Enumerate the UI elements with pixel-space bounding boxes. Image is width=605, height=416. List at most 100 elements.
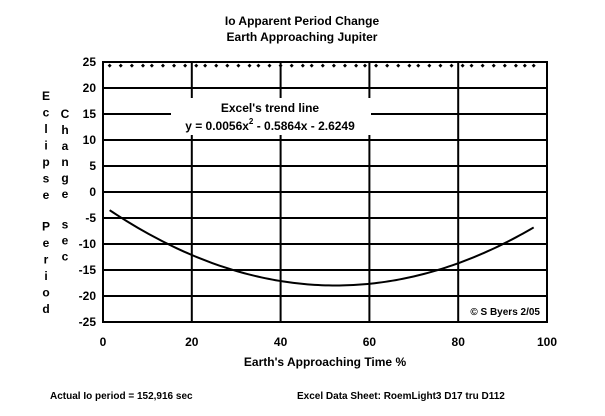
data-point [502, 63, 507, 68]
data-point [236, 63, 241, 68]
data-point [118, 63, 123, 68]
data-point [513, 63, 518, 68]
y-axis-label-char: d [42, 302, 49, 316]
data-point [140, 63, 145, 68]
y-axis-label-char: i [44, 269, 47, 283]
x-tick-label: 20 [185, 335, 199, 349]
y-axis-label-char: i [44, 139, 47, 153]
data-point [183, 63, 188, 68]
trend-equation-suffix: - 0.5864x - 2.6249 [253, 119, 355, 133]
footer-left: Actual Io period = 152,916 sec [50, 391, 193, 402]
trend-equation-exponent: 2 [249, 117, 254, 126]
data-point [342, 63, 347, 68]
data-point [247, 63, 252, 68]
copyright-text: © S Byers 2/05 [470, 307, 540, 318]
data-point [491, 63, 496, 68]
y-tick-label: 10 [83, 133, 97, 147]
data-point [160, 63, 165, 68]
y-axis-label-char: c [43, 106, 50, 120]
data-point [278, 63, 283, 68]
x-tick-label: 100 [537, 335, 557, 349]
data-point [203, 63, 208, 68]
y-axis-label-char: e [43, 188, 50, 202]
y-axis-label-char: o [42, 285, 49, 299]
data-point [320, 63, 325, 68]
data-point [396, 63, 401, 68]
data-point [107, 63, 112, 68]
footer-right: Excel Data Sheet: RoemLight3 D17 tru D11… [297, 391, 505, 402]
data-point [331, 63, 336, 68]
data-points [107, 63, 536, 68]
y-axis-label-char: g [61, 171, 68, 185]
data-point [385, 63, 390, 68]
trend-line [109, 209, 535, 287]
y-tick-label: -20 [79, 289, 97, 303]
data-point [522, 63, 527, 68]
y-tick-label: -15 [79, 263, 97, 277]
data-point [256, 63, 261, 68]
y-axis-label-char: e [43, 236, 50, 250]
chart-subtitle: Earth Approaching Jupiter [227, 30, 378, 44]
y-axis-label-char: s [62, 217, 69, 231]
y-axis-label-char: n [61, 155, 68, 169]
y-axis-label-char: p [42, 155, 49, 169]
y-tick-label: 0 [89, 185, 96, 199]
y-tick-label: 5 [89, 159, 96, 173]
data-point [427, 63, 432, 68]
y-tick-label: 25 [83, 55, 97, 69]
data-point [194, 63, 199, 68]
x-tick-labels: 0 20 40 60 80 100 [100, 335, 558, 349]
trend-equation: y = 0.0056x2 - 0.5864x - 2.6249 [185, 117, 355, 133]
x-tick-label: 40 [274, 335, 288, 349]
data-point [309, 63, 314, 68]
data-point [416, 63, 421, 68]
x-tick-label: 0 [100, 335, 107, 349]
y-tick-label: -10 [79, 237, 97, 251]
data-point [449, 63, 454, 68]
y-tick-label: -5 [85, 211, 96, 225]
data-point [460, 63, 465, 68]
data-point [289, 63, 294, 68]
x-tick-label: 80 [452, 335, 466, 349]
y-axis-label-char: e [62, 187, 69, 201]
trend-annotation-box [171, 98, 371, 135]
y-tick-label: -25 [79, 315, 97, 329]
y-axis-label-char: l [44, 122, 47, 136]
y-axis-label-char: e [62, 233, 69, 247]
y-axis-label-char: a [62, 139, 69, 153]
y-axis-label-char: C [61, 107, 70, 121]
data-point [531, 63, 536, 68]
y-axis-label-char: r [44, 252, 49, 266]
y-axis-label-char: c [62, 249, 69, 263]
x-axis-label: Earth's Approaching Time % [244, 355, 407, 369]
data-point [374, 63, 379, 68]
data-point [480, 63, 485, 68]
x-tick-label: 60 [363, 335, 377, 349]
y-tick-label: 15 [83, 107, 97, 121]
data-point [354, 63, 359, 68]
copyright-box [460, 302, 544, 319]
y-tick-labels: 25 20 15 10 5 0 -5 -10 -15 -20 -25 [79, 55, 97, 329]
data-point [469, 63, 474, 68]
y-axis-label-char: E [42, 89, 50, 103]
data-point [407, 63, 412, 68]
data-point [172, 63, 177, 68]
data-point [267, 63, 272, 68]
y-axis-label-char: h [61, 123, 68, 137]
y-axis-label-char: s [43, 172, 50, 186]
data-point [149, 63, 154, 68]
data-point [362, 63, 367, 68]
chart-title: Io Apparent Period Change [225, 14, 380, 28]
data-point [225, 63, 230, 68]
data-point [300, 63, 305, 68]
trend-equation-prefix: y = 0.0056x [185, 119, 249, 133]
y-axis-label-char: P [42, 219, 50, 233]
trend-label: Excel's trend line [221, 101, 320, 115]
y-tick-label: 20 [83, 81, 97, 95]
data-point [214, 63, 219, 68]
data-point [438, 63, 443, 68]
data-point [129, 63, 134, 68]
